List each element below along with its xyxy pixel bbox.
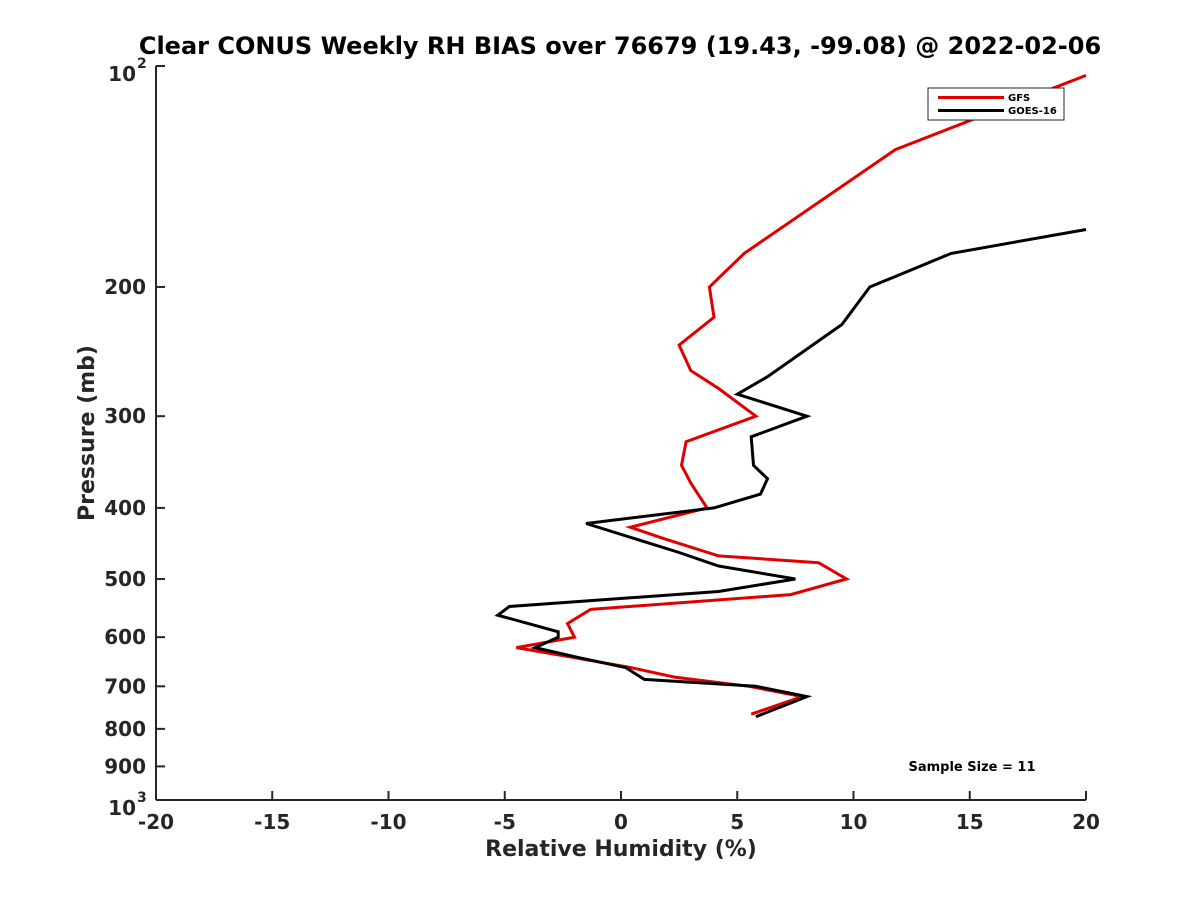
chart-title: Clear CONUS Weekly RH BIAS over 76679 (1…	[139, 32, 1101, 60]
y-tick-label: 300	[104, 404, 146, 428]
x-tick-label: 0	[614, 810, 628, 834]
y-tick-label: 10	[108, 796, 136, 820]
y-tick-label: 700	[104, 674, 146, 698]
legend-box	[927, 87, 1065, 121]
legend: GFS GOES-16	[927, 87, 1065, 121]
x-tick-label: -10	[370, 810, 406, 834]
x-tick-label: -15	[254, 810, 290, 834]
x-tick-label: -5	[494, 810, 516, 834]
x-axis-label: Relative Humidity (%)	[485, 837, 757, 862]
legend-label-gfs: GFS	[1008, 93, 1030, 104]
y-tick-label: 800	[104, 717, 146, 741]
legend-label-goes16: GOES-16	[1008, 106, 1057, 117]
y-tick-label: 500	[104, 567, 146, 591]
x-tick-label: 20	[1072, 810, 1100, 834]
y-tick-exponent: 3	[137, 790, 147, 806]
y-tick-exponent: 2	[137, 56, 147, 72]
x-tick-label: 10	[840, 810, 868, 834]
y-tick-label: 200	[104, 275, 146, 299]
x-tick-label: 15	[956, 810, 984, 834]
y-tick-label: 10	[108, 62, 136, 86]
y-tick-label: 600	[104, 625, 146, 649]
sample-size-annotation: Sample Size = 11	[908, 760, 1035, 775]
y-tick-label: 900	[104, 754, 146, 778]
x-tick-label: -20	[138, 810, 174, 834]
y-axis-label: Pressure (mb)	[75, 345, 100, 521]
y-tick-label: 400	[104, 496, 146, 520]
x-tick-label: 5	[730, 810, 744, 834]
series-line-gfs	[516, 74, 1087, 716]
series-line-goes16	[494, 228, 1087, 719]
